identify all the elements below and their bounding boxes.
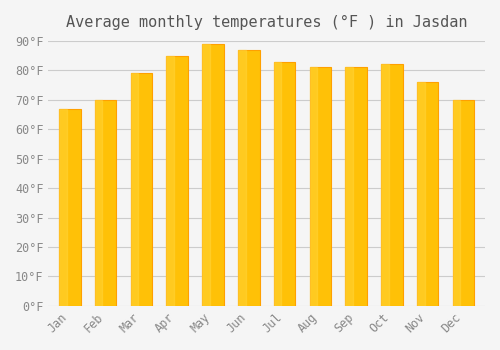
Bar (381, 64, 388, 306)
Bar (417, 82, 424, 306)
Bar (130, 73, 152, 306)
Bar (202, 44, 224, 306)
Bar (417, 82, 438, 306)
Bar (310, 68, 331, 306)
Bar (59, 108, 80, 306)
Bar (166, 56, 188, 306)
Bar (130, 73, 138, 306)
Bar (95, 100, 102, 306)
Bar (59, 108, 66, 306)
Bar (202, 44, 210, 306)
Bar (238, 50, 246, 306)
Bar (238, 50, 260, 306)
Bar (310, 68, 317, 306)
Bar (95, 100, 116, 306)
Bar (274, 62, 281, 306)
Bar (346, 68, 367, 306)
Bar (346, 68, 353, 306)
Bar (381, 64, 402, 306)
Bar (453, 100, 474, 306)
Bar (166, 56, 174, 306)
Title: Average monthly temperatures (°F ) in Jasdan: Average monthly temperatures (°F ) in Ja… (66, 15, 468, 30)
Bar (274, 62, 295, 306)
Bar (453, 100, 460, 306)
